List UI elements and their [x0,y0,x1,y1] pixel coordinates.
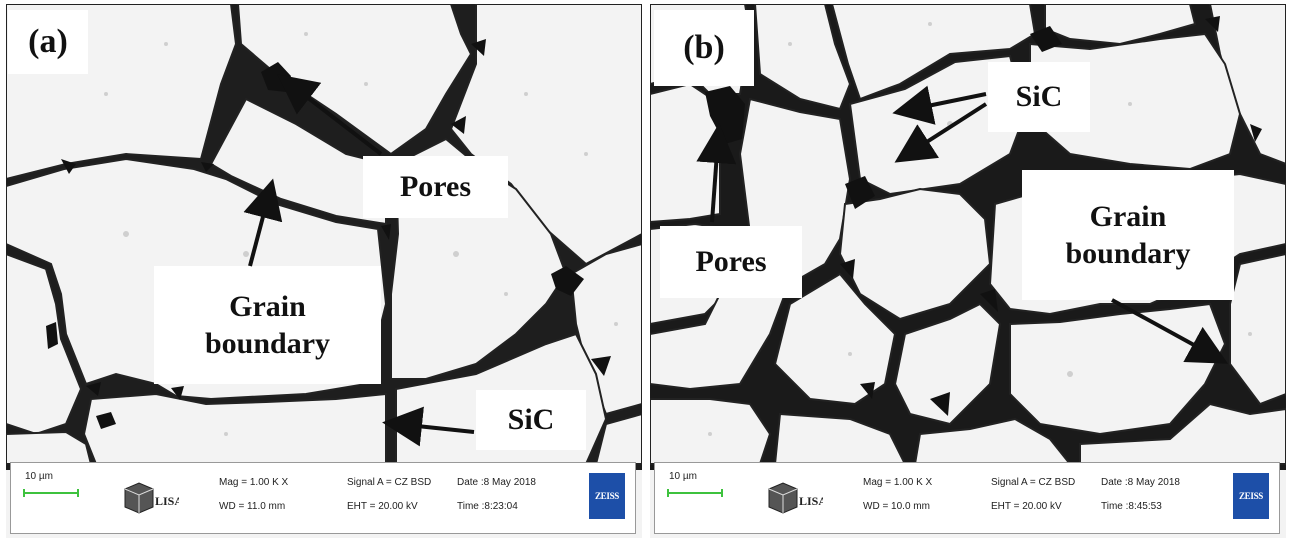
scale-label: 10 µm [669,471,697,482]
sic-label: SiC [988,62,1090,132]
eht-value: EHT = 20.00 kV [347,501,418,512]
sic-label: SiC [476,390,586,450]
panel-letter-a: (a) [8,10,88,74]
sem-info-bar-a: 10 µm LISA Mag = 1.00 K X WD = 11.0 mm S… [10,462,636,534]
scale-label: 10 µm [25,471,53,482]
time-value: Time :8:23:04 [457,501,518,512]
lisa-logo-text: LISA [799,494,823,508]
pores-label: Pores [363,156,508,218]
date-value: Date :8 May 2018 [1101,477,1180,488]
grain-boundary-line1: Grain [229,289,306,323]
panel-letter-b: (b) [654,10,754,86]
grain-boundary-label: Grain boundary [1022,170,1234,300]
zeiss-logo-icon: ZEISS [1233,473,1269,519]
mag-value: Mag = 1.00 K X [219,477,289,488]
date-value: Date :8 May 2018 [457,477,536,488]
lisa-logo-icon: LISA [124,482,179,514]
zeiss-logo-icon: ZEISS [589,473,625,519]
grain-boundary-line2: boundary [204,327,331,360]
micrograph-panel-b: (b) SiC Pores Grain boundary 10 µm LISA … [650,4,1286,538]
sem-info-bar-b: 10 µm LISA Mag = 1.00 K X WD = 10.0 mm S… [654,462,1280,534]
grain-boundary-line2: boundary [1065,237,1191,270]
lisa-logo-icon: LISA [768,482,823,514]
time-value: Time :8:45:53 [1101,501,1162,512]
mag-value: Mag = 1.00 K X [863,477,933,488]
scale-bar [23,489,79,497]
grain-boundary-label: Grain boundary [154,266,381,384]
pores-label: Pores [660,226,802,298]
signal-value: Signal A = CZ BSD [991,477,1076,488]
micrograph-panel-a: (a) Pores Grain boundary SiC 10 µm LISA … [6,4,642,538]
lisa-logo-text: LISA [155,494,179,508]
wd-value: WD = 10.0 mm [863,501,930,512]
wd-value: WD = 11.0 mm [219,501,286,512]
grain-boundary-line1: Grain [1089,199,1167,233]
signal-value: Signal A = CZ BSD [347,477,432,488]
eht-value: EHT = 20.00 kV [991,501,1062,512]
scale-bar [667,489,723,497]
